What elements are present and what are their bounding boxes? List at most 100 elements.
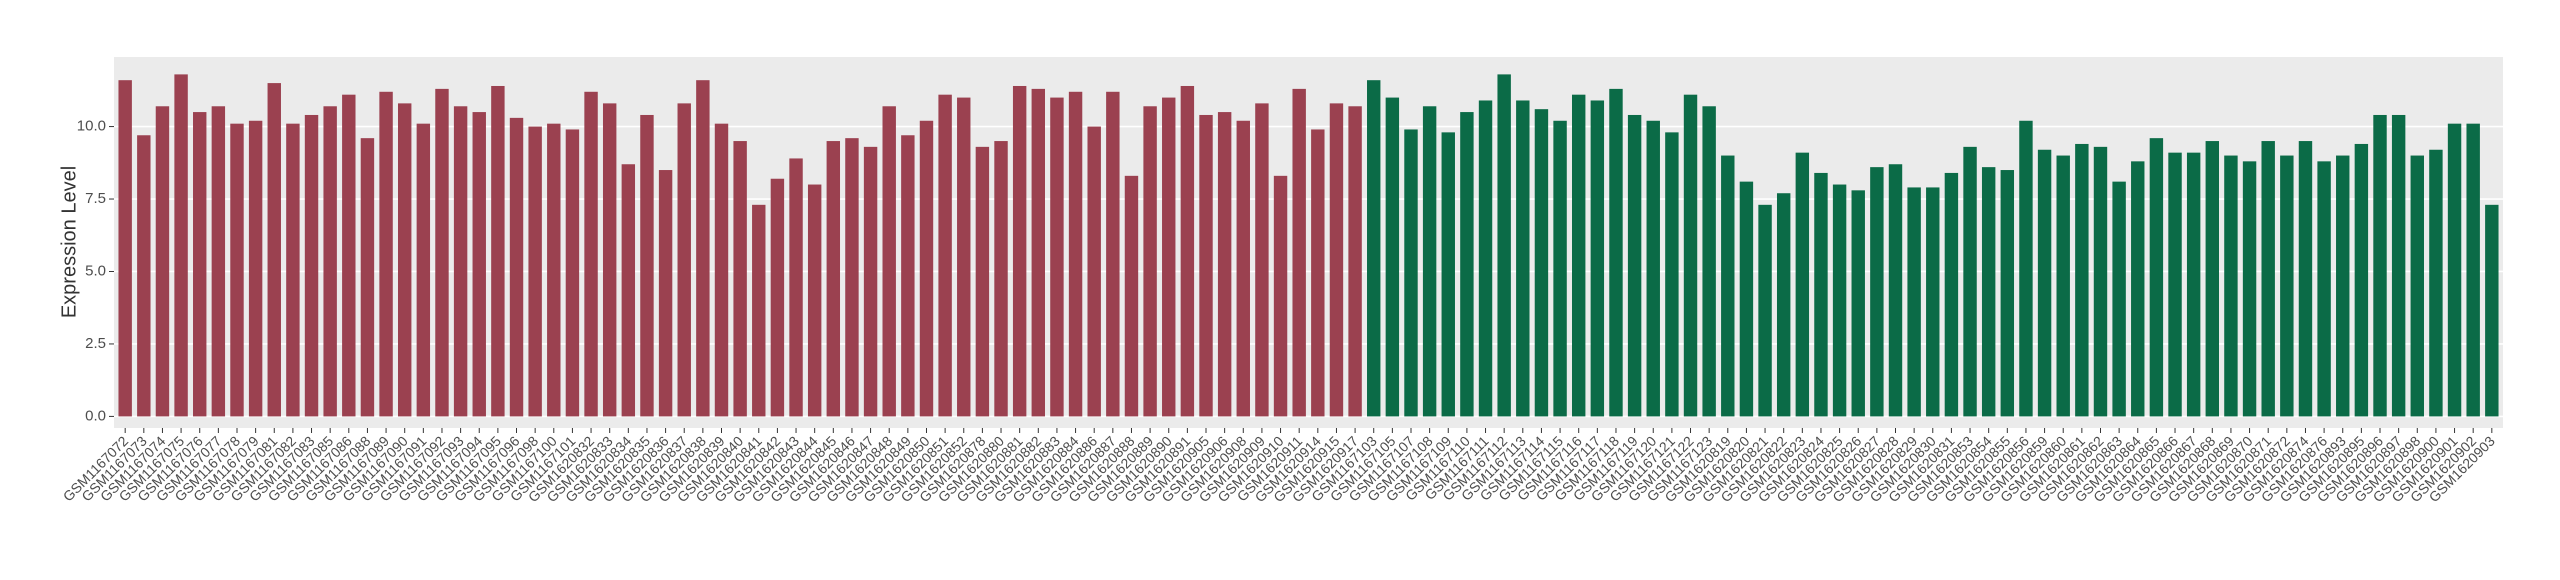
bar bbox=[1926, 187, 1940, 417]
bar bbox=[1590, 100, 1605, 417]
bar bbox=[323, 106, 337, 417]
bar bbox=[248, 120, 263, 417]
bar bbox=[733, 141, 747, 417]
bar bbox=[2131, 161, 2145, 417]
bar bbox=[677, 103, 691, 417]
bar bbox=[304, 114, 319, 417]
bar bbox=[1516, 100, 1530, 417]
bar bbox=[528, 126, 542, 417]
bar bbox=[1553, 120, 1567, 417]
bar bbox=[2336, 155, 2350, 417]
bar bbox=[2093, 146, 2108, 417]
bar bbox=[2429, 149, 2443, 417]
bar bbox=[696, 80, 710, 417]
bar bbox=[1665, 132, 1679, 417]
bar bbox=[2224, 155, 2238, 417]
bar bbox=[230, 123, 244, 417]
bar bbox=[1497, 74, 1511, 417]
bar bbox=[1329, 103, 1344, 417]
plot-background bbox=[114, 57, 2503, 428]
bar bbox=[1068, 91, 1083, 417]
bar bbox=[1888, 164, 1903, 417]
bar bbox=[1460, 112, 1474, 417]
bar bbox=[2056, 155, 2070, 417]
bar bbox=[584, 91, 598, 417]
bar bbox=[453, 106, 468, 417]
bar bbox=[919, 120, 934, 417]
bar bbox=[2447, 123, 2462, 417]
bar bbox=[193, 112, 207, 417]
bar bbox=[1870, 167, 1884, 417]
bar bbox=[1702, 106, 1716, 417]
bar bbox=[752, 204, 766, 417]
bar bbox=[342, 94, 356, 417]
bar bbox=[360, 138, 375, 417]
bar bbox=[621, 164, 636, 417]
bar bbox=[286, 123, 300, 417]
bar bbox=[1721, 155, 1735, 417]
bar bbox=[1571, 94, 1586, 417]
bar bbox=[845, 138, 859, 417]
bar bbox=[211, 106, 226, 417]
bar bbox=[1795, 152, 1810, 417]
bar bbox=[2466, 123, 2480, 417]
bar bbox=[2168, 152, 2182, 417]
bar bbox=[938, 94, 952, 417]
bar bbox=[1255, 103, 1269, 417]
bar bbox=[2280, 155, 2294, 417]
bar bbox=[2391, 114, 2406, 417]
bar bbox=[1236, 120, 1250, 417]
bar bbox=[901, 135, 915, 417]
bar bbox=[1087, 126, 1101, 417]
bar bbox=[770, 178, 785, 417]
bar bbox=[789, 158, 803, 417]
bar bbox=[2373, 114, 2387, 417]
bar bbox=[640, 114, 654, 417]
bar bbox=[1422, 106, 1437, 417]
bar bbox=[155, 106, 170, 417]
bar bbox=[1609, 88, 1623, 417]
bar bbox=[2354, 143, 2369, 417]
bar bbox=[1814, 172, 1828, 417]
bar bbox=[1739, 181, 1754, 417]
bar bbox=[2205, 141, 2220, 417]
bar bbox=[658, 170, 673, 417]
bar bbox=[1180, 85, 1195, 417]
bar bbox=[491, 85, 505, 417]
bar bbox=[435, 88, 449, 417]
bar bbox=[2485, 204, 2499, 417]
bar bbox=[863, 146, 878, 417]
bar bbox=[1162, 97, 1176, 417]
y-tick-label: 10.0 bbox=[77, 118, 106, 135]
bar bbox=[1050, 97, 1064, 417]
bar bbox=[826, 141, 841, 417]
bar bbox=[137, 135, 151, 417]
bar bbox=[2000, 170, 2015, 417]
bar bbox=[509, 117, 524, 417]
bar bbox=[1348, 106, 1362, 417]
bar bbox=[1963, 146, 1977, 417]
bar bbox=[1832, 184, 1847, 417]
bar bbox=[1273, 175, 1288, 417]
bar bbox=[397, 103, 412, 417]
bar bbox=[1404, 129, 1418, 417]
bar bbox=[2186, 152, 2201, 417]
bar bbox=[174, 74, 188, 417]
bar bbox=[1534, 109, 1549, 417]
bar bbox=[1124, 175, 1139, 417]
bar bbox=[1367, 80, 1381, 417]
bar bbox=[1851, 190, 1865, 417]
bar bbox=[807, 184, 822, 417]
bar bbox=[602, 103, 617, 417]
bar bbox=[1385, 97, 1400, 417]
bar bbox=[2112, 181, 2126, 417]
bar bbox=[267, 83, 281, 417]
bar bbox=[1031, 88, 1046, 417]
bar bbox=[975, 146, 990, 417]
bar bbox=[2019, 120, 2033, 417]
bar bbox=[118, 80, 132, 417]
y-tick-label: 2.5 bbox=[85, 335, 106, 352]
y-tick-label: 7.5 bbox=[85, 190, 106, 207]
